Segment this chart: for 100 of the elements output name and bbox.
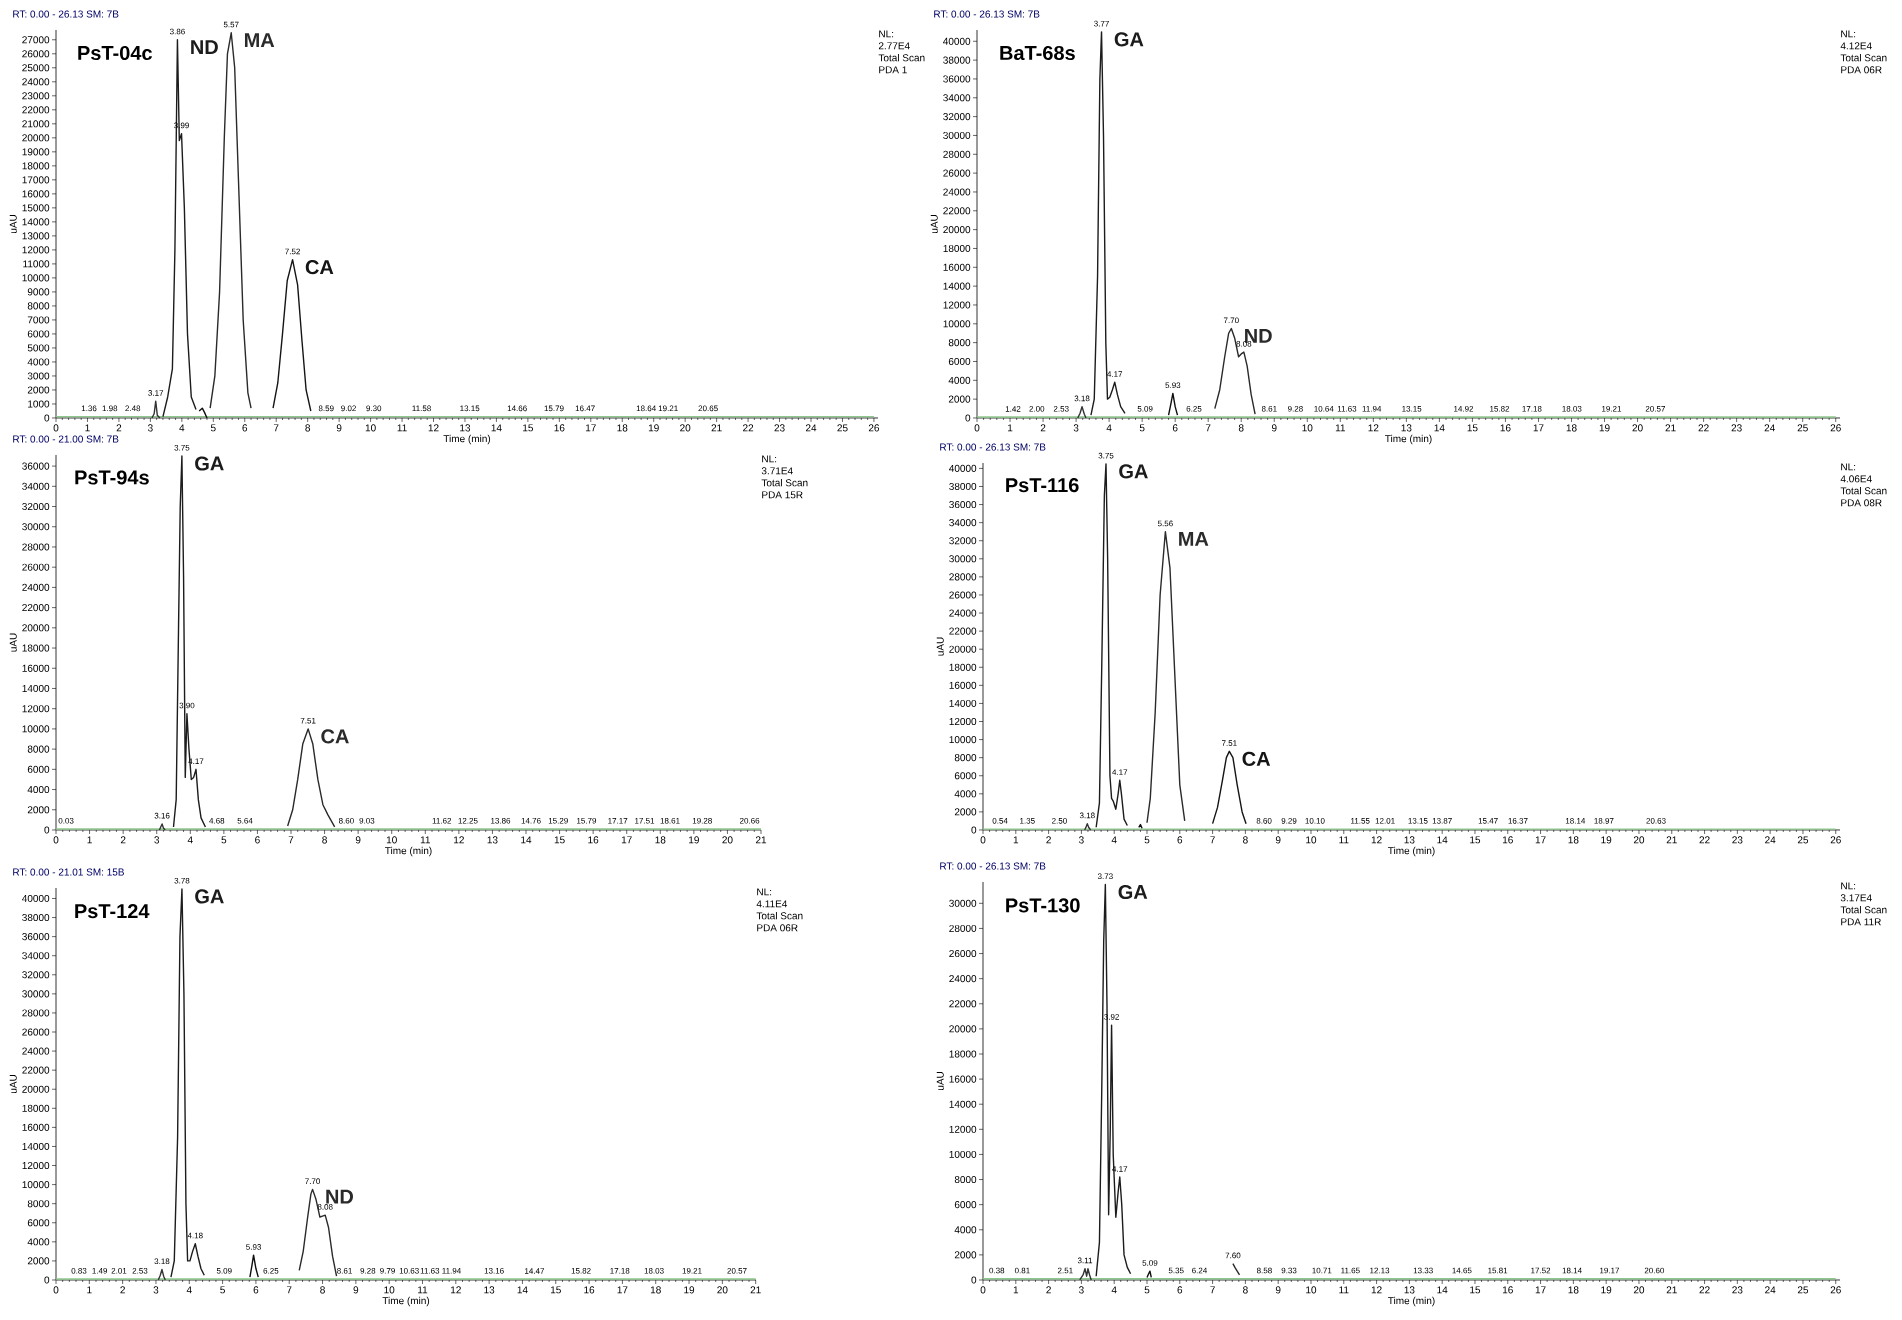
y-tick-label: 28000 [949, 924, 977, 932]
x-tick-label: 17 [1533, 424, 1544, 432]
y-tick-label: 8000 [27, 1200, 50, 1208]
y-tick-label: 14000 [22, 1142, 50, 1150]
x-tick-label: 24 [1764, 424, 1775, 432]
annotation: 9.28 [360, 1267, 376, 1274]
x-tick-label: 19 [689, 836, 699, 844]
y-tick-label: 26000 [949, 591, 977, 599]
line-series [1079, 1267, 1092, 1281]
x-tick-label: 15 [1470, 836, 1481, 844]
y-tick-label: 21000 [22, 120, 50, 128]
y-tick-label: 32000 [22, 502, 50, 511]
text: 3.71E4 [761, 467, 793, 475]
x-tick-label: 9 [355, 836, 361, 844]
annotation: 3.16 [154, 812, 170, 819]
y-tick-label: 20000 [949, 645, 977, 653]
annotation: 17.17 [608, 818, 628, 824]
annotation: 18.03 [644, 1267, 664, 1274]
y-tick-label: 8000 [27, 745, 50, 753]
y-tick-label: 8000 [27, 302, 50, 310]
x-tick-label: 19 [648, 424, 659, 432]
x-tick-label: 5 [1139, 424, 1145, 432]
text: NL: [1841, 463, 1856, 471]
x-tick-label: 3 [153, 1286, 159, 1294]
annotation: 11.63 [420, 1267, 440, 1274]
annotation: 17.18 [610, 1267, 630, 1274]
text: NL: [757, 888, 772, 896]
series-label: MA [1179, 532, 1209, 546]
line-series [1232, 1262, 1241, 1276]
annotation: 18.64 [636, 405, 656, 412]
x-tick-label: 12 [1371, 1286, 1382, 1294]
y-tick-label: 40000 [949, 464, 977, 472]
annotation: 8.61 [337, 1267, 352, 1274]
y-tick-label: 10000 [949, 736, 977, 744]
x-tick-label: 21 [1666, 836, 1677, 844]
y-tick-label: 12000 [943, 301, 971, 309]
annotation: 0.38 [989, 1267, 1005, 1274]
x-tick-label: 20 [1633, 1286, 1645, 1294]
line-series [157, 1268, 166, 1281]
x-tick-label: 0 [53, 1286, 59, 1294]
x-tick-label: 25 [837, 424, 848, 432]
x-tick-label: 12 [1368, 424, 1379, 432]
text: PsT-130 [1006, 898, 1080, 913]
x-tick-label: 13 [1404, 836, 1415, 844]
annotation: 3.73 [1097, 873, 1113, 880]
x-tick-label: 3 [1079, 836, 1084, 844]
series-label: GA [1114, 32, 1144, 47]
y-tick-label: 27000 [22, 36, 50, 44]
y-tick-label: 38000 [943, 56, 971, 64]
x-tick-label: 0 [980, 836, 986, 844]
y-tick-label: 8000 [954, 1175, 977, 1184]
y-axis-title: uAU [9, 1075, 17, 1094]
annotation: 3.78 [174, 877, 190, 884]
line-series [1167, 392, 1179, 416]
x-tick-label: 15 [1467, 424, 1478, 432]
x-tick-label: 7 [1210, 1286, 1215, 1294]
x-tick-label: 17 [1535, 1286, 1546, 1294]
y-tick-label: 6000 [27, 765, 50, 773]
y-tick-label: 18000 [22, 644, 50, 652]
y-tick-label: 22000 [22, 106, 50, 114]
annotation: 19.21 [658, 405, 678, 412]
x-tick-label: 10 [384, 1286, 395, 1294]
x-tick-label: 13 [487, 836, 498, 844]
x-axis-title: Time (min) [382, 1296, 430, 1307]
annotation: 9.02 [341, 405, 356, 412]
y-tick-label: 4000 [27, 1238, 50, 1246]
x-tick-label: 6 [255, 836, 260, 844]
x-tick-label: 9 [1271, 424, 1277, 432]
y-tick-label: 14000 [943, 282, 971, 290]
x-tick-label: 17 [585, 424, 596, 432]
text: 4.11E4 [756, 900, 788, 908]
annotation: 16.47 [575, 405, 595, 412]
x-tick-label: 2 [116, 424, 122, 432]
y-tick-label: 10000 [943, 320, 971, 328]
annotation: 11.65 [1341, 1267, 1360, 1274]
y-tick-label: 4000 [27, 786, 50, 794]
y-tick-label: 2000 [27, 806, 50, 814]
annotation: 20.65 [698, 405, 718, 412]
y-tick-label: 4000 [948, 376, 971, 384]
y-tick-label: 30000 [943, 131, 971, 139]
x-tick-label: 0 [980, 1286, 986, 1294]
x-tick-label: 5 [1144, 836, 1150, 844]
annotation: 5.35 [1168, 1267, 1184, 1274]
annotation: 7.70 [1223, 317, 1239, 324]
x-tick-label: 8 [322, 836, 327, 844]
x-tick-label: 13 [460, 424, 471, 432]
text: Total Scan [878, 54, 925, 62]
y-tick-label: 17000 [22, 176, 50, 184]
x-tick-label: 3 [1073, 424, 1079, 432]
x-tick-label: 26 [868, 424, 880, 432]
annotation: 11.58 [412, 405, 431, 412]
text: PsT-116 [1006, 478, 1079, 493]
y-tick-label: 23000 [22, 92, 50, 100]
text: Total Scan [756, 912, 803, 920]
y-tick-label: 22000 [949, 1000, 977, 1008]
annotation: 3.18 [154, 1258, 170, 1265]
x-tick-label: 2 [1046, 1286, 1051, 1294]
y-tick-label: 38000 [949, 482, 977, 491]
annotation: 14.47 [525, 1268, 545, 1274]
x-tick-label: 15 [550, 1286, 561, 1294]
